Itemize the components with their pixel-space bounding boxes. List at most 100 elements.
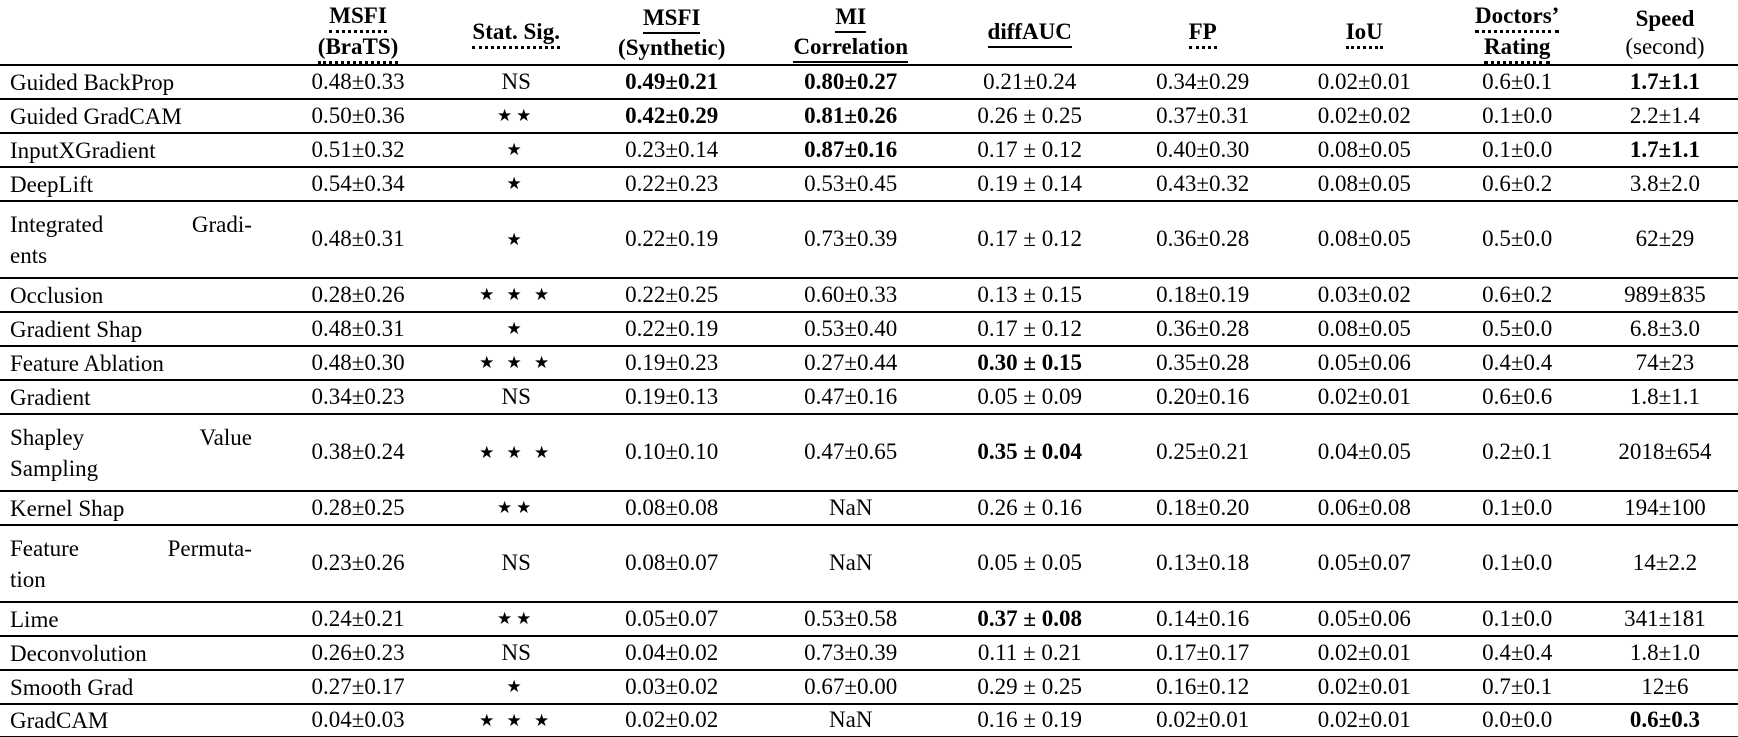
cell-msfi-synthetic: 0.02±0.02: [625, 707, 719, 733]
cell-mi-correlation: 0.53±0.45: [804, 170, 898, 196]
cell-stat-sig: ★ ★ ★: [479, 285, 554, 305]
cell-speed: 1.8±1.0: [1629, 639, 1701, 665]
cell-doctors-rating: 0.1±0.0: [1482, 494, 1553, 520]
table-row: Occlusion 0.28±0.26 ★ ★ ★ 0.22±0.25 0.60±0.3…: [0, 278, 1738, 312]
method-name-text: Shapley: [10, 424, 85, 450]
cell-iou: 0.02±0.01: [1317, 639, 1411, 665]
cell-msfi-synthetic: 0.19±0.13: [625, 383, 719, 409]
table-row: Guided GradCAM 0.50±0.36 ★★ 0.42±0.29 0.81±0…: [0, 99, 1738, 133]
cell-mi-correlation: NaN: [829, 494, 873, 520]
cell-msfi-brats: 0.48±0.33: [311, 68, 405, 94]
cell-mi-correlation: 0.60±0.33: [804, 281, 898, 307]
cell-diffauc: 0.29 ± 0.25: [977, 673, 1083, 699]
cell-mi-correlation: 0.81±0.26: [804, 102, 898, 128]
cell-fp: 0.36±0.28: [1156, 226, 1250, 252]
column-header-speed: Speed (second): [1592, 0, 1738, 65]
cell-fp: 0.18±0.19: [1156, 281, 1250, 307]
column-label: Doctors’: [1475, 2, 1560, 34]
cell-msfi-brats: 0.48±0.31: [311, 315, 405, 341]
column-label: (second): [1625, 34, 1705, 60]
column-label: Correlation: [793, 33, 908, 64]
cell-doctors-rating: 0.6±0.2: [1482, 281, 1553, 307]
cell-mi-correlation: 0.87±0.16: [804, 136, 898, 162]
cell-fp: 0.18±0.20: [1156, 494, 1250, 520]
method-name-text: Gradi-: [191, 211, 252, 237]
column-label: MSFI: [329, 2, 387, 34]
cell-iou: 0.05±0.06: [1317, 605, 1411, 631]
column-header-msfi-synthetic: MSFI (Synthetic): [582, 0, 761, 65]
cell-doctors-rating: 0.1±0.0: [1482, 550, 1553, 576]
method-name: Lime: [0, 602, 266, 636]
cell-msfi-synthetic: 0.23±0.14: [625, 136, 719, 162]
table-row: Integrated Gradi-ents 0.48±0.31 ★ 0.22±0.19 0…: [0, 201, 1738, 278]
method-name: GradCAM: [0, 704, 266, 737]
cell-speed: 3.8±2.0: [1629, 170, 1701, 196]
cell-diffauc: 0.37 ± 0.08: [977, 605, 1083, 631]
cell-diffauc: 0.11 ± 0.21: [977, 639, 1082, 665]
cell-msfi-brats: 0.34±0.23: [311, 383, 405, 409]
cell-doctors-rating: 0.1±0.0: [1482, 605, 1553, 631]
column-label: MSFI: [642, 4, 701, 35]
cell-msfi-synthetic: 0.49±0.21: [625, 68, 719, 94]
cell-iou: 0.05±0.06: [1317, 349, 1411, 375]
column-label: diffAUC: [987, 18, 1072, 49]
method-name: Integrated Gradi-ents: [0, 201, 266, 278]
method-name-text: Lime: [10, 606, 59, 632]
cell-mi-correlation: 0.67±0.00: [804, 673, 898, 699]
cell-fp: 0.02±0.01: [1156, 707, 1250, 733]
cell-fp: 0.34±0.29: [1156, 68, 1250, 94]
cell-fp: 0.25±0.21: [1156, 439, 1250, 465]
table-row: Feature Ablation 0.48±0.30 ★ ★ ★ 0.19±0.23 0…: [0, 346, 1738, 380]
method-name-text: Deconvolution: [10, 640, 147, 666]
method-name-text: GradCAM: [10, 708, 109, 734]
cell-diffauc: 0.26 ± 0.16: [977, 494, 1083, 520]
cell-diffauc: 0.35 ± 0.04: [977, 439, 1083, 465]
method-name-text: Gradient: [10, 384, 91, 410]
method-name: Guided GradCAM: [0, 99, 266, 133]
method-name-text: Feature Ablation: [10, 350, 164, 376]
cell-msfi-brats: 0.50±0.36: [311, 102, 405, 128]
cell-mi-correlation: NaN: [829, 707, 873, 733]
cell-msfi-brats: 0.54±0.34: [311, 170, 405, 196]
cell-speed: 2.2±1.4: [1629, 102, 1701, 128]
column-header-doctors-rating: Doctors’ Rating: [1442, 0, 1591, 65]
cell-iou: 0.02±0.01: [1317, 673, 1411, 699]
method-name: Guided BackProp: [0, 65, 266, 99]
cell-mi-correlation: 0.80±0.27: [804, 68, 898, 94]
table-row: Shapley Value Sampling 0.38±0.24 ★ ★ ★ 0.10±0…: [0, 414, 1738, 491]
cell-diffauc: 0.13 ± 0.15: [977, 281, 1083, 307]
method-name: Feature Permuta-tion: [0, 525, 266, 602]
cell-doctors-rating: 0.5±0.0: [1482, 315, 1553, 341]
column-label: (Synthetic): [618, 35, 726, 61]
method-name: Gradient Shap: [0, 312, 266, 346]
cell-msfi-synthetic: 0.03±0.02: [625, 673, 719, 699]
cell-mi-correlation: 0.53±0.40: [804, 315, 898, 341]
cell-mi-correlation: NaN: [829, 550, 873, 576]
table-row: Deconvolution 0.26±0.23 NS 0.04±0.02 0.73±0.…: [0, 636, 1738, 670]
cell-diffauc: 0.17 ± 0.12: [977, 315, 1083, 341]
cell-speed: 74±23: [1635, 349, 1695, 375]
method-name: Shapley Value Sampling: [0, 414, 266, 491]
cell-speed: 1.7±1.1: [1629, 68, 1701, 94]
column-label: Speed: [1635, 6, 1695, 31]
cell-doctors-rating: 0.2±0.1: [1482, 439, 1553, 465]
cell-msfi-synthetic: 0.22±0.19: [625, 226, 719, 252]
column-header-mi-correlation: MI Correlation: [761, 0, 940, 65]
table-row: Gradient Shap 0.48±0.31 ★ 0.22±0.19 0.53±0.4…: [0, 312, 1738, 346]
cell-diffauc: 0.21±0.24: [983, 68, 1077, 94]
cell-diffauc: 0.16 ± 0.19: [977, 707, 1083, 733]
cell-iou: 0.05±0.07: [1317, 550, 1411, 576]
method-name: Feature Ablation: [0, 346, 266, 380]
cell-msfi-synthetic: 0.22±0.19: [625, 315, 719, 341]
cell-msfi-synthetic: 0.08±0.07: [625, 550, 719, 576]
cell-diffauc: 0.17 ± 0.12: [977, 136, 1083, 162]
method-name: DeepLift: [0, 167, 266, 201]
cell-doctors-rating: 0.7±0.1: [1482, 673, 1553, 699]
cell-stat-sig: ★★: [496, 106, 536, 126]
cell-stat-sig: NS: [501, 639, 531, 665]
method-name-text: Integrated: [10, 211, 104, 237]
column-label: FP: [1188, 18, 1217, 49]
cell-stat-sig: ★★: [496, 498, 536, 518]
